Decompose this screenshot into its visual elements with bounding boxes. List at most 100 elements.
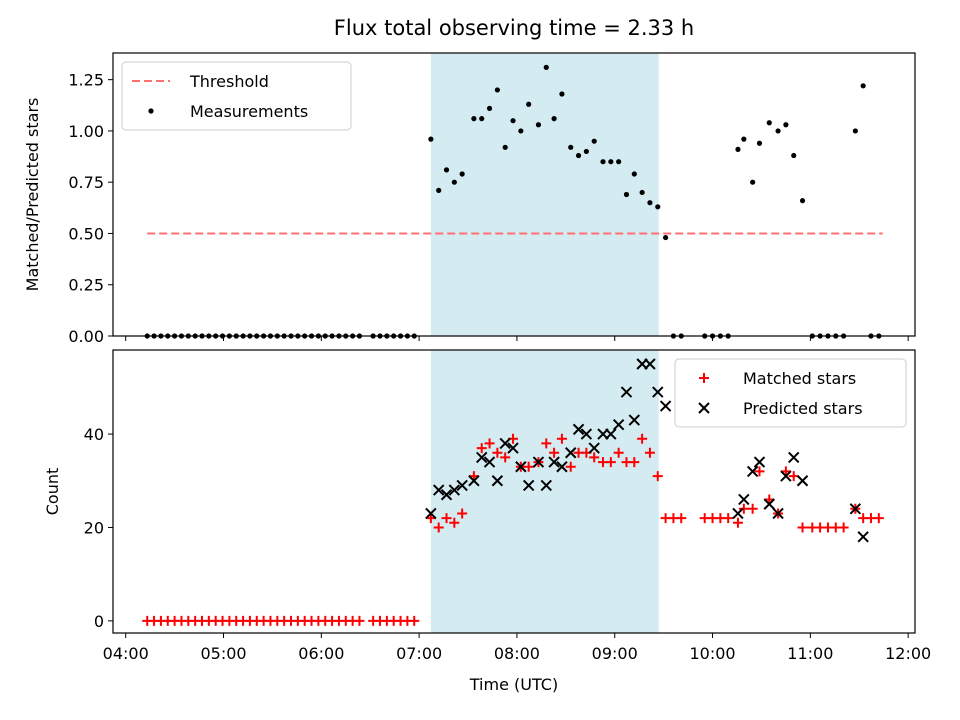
legend-label: Matched stars — [743, 369, 856, 388]
legend-box — [121, 61, 352, 131]
x-tick-label: 05:00 — [200, 644, 246, 663]
data-point — [747, 503, 758, 514]
data-point — [556, 433, 567, 444]
data-point — [409, 615, 420, 626]
data-point — [436, 187, 442, 193]
data-point — [732, 507, 744, 520]
x-tick-label: 04:00 — [103, 644, 149, 663]
data-point — [484, 438, 495, 449]
axes-frame — [112, 349, 916, 634]
data-point — [559, 91, 565, 97]
data-point — [612, 419, 625, 431]
legend-marker — [699, 373, 709, 383]
data-point — [738, 503, 749, 514]
x-tick-label: 08:00 — [494, 644, 540, 663]
data-point — [425, 507, 437, 520]
data-point — [526, 101, 532, 107]
data-point — [613, 447, 624, 458]
data-point — [540, 479, 552, 492]
series-predicted-stars — [425, 358, 869, 543]
data-point — [522, 479, 535, 492]
data-point — [676, 513, 687, 524]
data-point — [583, 148, 589, 155]
data-point — [600, 159, 606, 165]
x-tick-label: 11:00 — [787, 644, 833, 663]
data-point — [486, 105, 493, 111]
data-point — [766, 120, 772, 126]
data-point — [639, 189, 645, 196]
data-point — [605, 428, 617, 440]
data-point — [659, 400, 672, 412]
axes-frame — [112, 52, 916, 337]
data-point — [780, 470, 792, 482]
data-point — [549, 447, 560, 458]
data-point — [451, 179, 457, 185]
data-point — [440, 489, 453, 501]
data-point — [433, 522, 444, 533]
data-point — [589, 452, 600, 463]
data-point — [441, 513, 452, 524]
data-point — [502, 144, 508, 150]
legend-label: Threshold — [189, 72, 269, 91]
legend-marker — [148, 108, 154, 114]
data-point — [756, 140, 763, 146]
x-tick-label: 10:00 — [689, 644, 735, 663]
y-tick-label: 40 — [84, 425, 104, 444]
y-tick-label: 1.00 — [68, 122, 104, 141]
data-point — [428, 136, 434, 142]
chart-title: Flux total observing time = 2.33 h — [333, 16, 695, 40]
data-point — [565, 461, 576, 472]
data-point — [608, 159, 614, 165]
data-point — [507, 442, 519, 454]
data-point — [443, 167, 450, 173]
data-point — [857, 531, 869, 543]
data-point — [551, 116, 557, 122]
data-point — [354, 615, 365, 626]
data-point — [457, 508, 468, 519]
data-point — [732, 517, 743, 528]
legend-label: Predicted stars — [743, 399, 863, 418]
x-tick-label: 06:00 — [298, 644, 344, 663]
data-point — [523, 461, 534, 472]
data-point — [515, 461, 527, 473]
legend-box — [674, 358, 907, 428]
data-point — [494, 87, 500, 93]
data-point — [500, 452, 511, 463]
data-point — [783, 122, 789, 128]
data-point — [476, 451, 488, 464]
data-point — [476, 443, 487, 454]
data-point — [838, 522, 849, 533]
data-point — [518, 128, 524, 134]
legend: Threshold Measurements — [121, 61, 352, 131]
data-point — [775, 128, 781, 134]
data-point — [723, 513, 734, 524]
data-point — [535, 122, 542, 128]
data-point — [623, 191, 630, 198]
data-point — [448, 484, 461, 496]
data-point — [644, 358, 656, 370]
panel-2: 0 20 40 Count 04:00 05:00 06:00 07:00 08:00 09:00… — [43, 349, 931, 663]
data-point — [873, 513, 884, 524]
data-point — [849, 503, 862, 515]
data-point — [468, 475, 480, 487]
legend-marker — [698, 402, 710, 414]
y-tick-label: 0.50 — [68, 224, 104, 243]
data-point — [662, 234, 669, 241]
data-point — [788, 451, 800, 464]
data-point — [772, 507, 784, 520]
x-tick-label: 09:00 — [592, 644, 638, 663]
data-point — [750, 179, 756, 185]
data-point — [568, 144, 574, 150]
data-point — [532, 456, 545, 468]
data-point — [499, 437, 511, 450]
panel-1: 0.00 0.25 0.50 0.75 1.00 1.25 Matched/Predicte… — [23, 52, 916, 346]
data-point — [605, 457, 616, 468]
x-tick-label: 12:00 — [885, 644, 931, 663]
data-point — [738, 493, 750, 506]
data-point — [556, 461, 568, 473]
data-point — [741, 136, 747, 142]
data-point — [788, 471, 799, 482]
data-point — [456, 479, 468, 492]
data-point — [543, 64, 549, 70]
